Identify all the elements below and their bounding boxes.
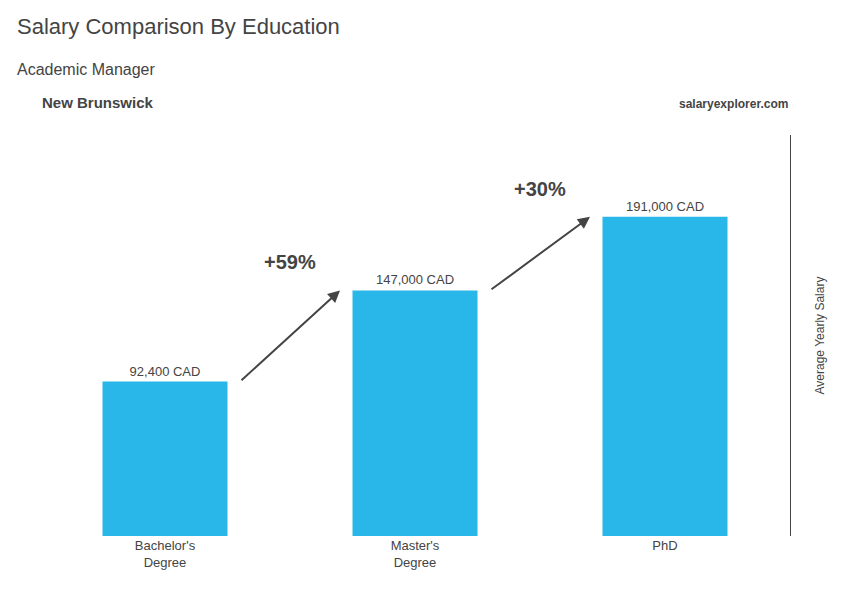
svg-text:+30%: +30% (514, 178, 566, 200)
svg-text:Average Yearly Salary: Average Yearly Salary (813, 277, 827, 395)
svg-text:Bachelor'sDegree: Bachelor'sDegree (135, 538, 196, 570)
svg-text:147,000 CAD: 147,000 CAD (376, 272, 454, 287)
svg-text:+59%: +59% (264, 251, 316, 273)
svg-text:191,000 CAD: 191,000 CAD (626, 199, 704, 214)
svg-text:New Brunswick: New Brunswick (42, 94, 154, 111)
svg-text:PhD: PhD (652, 538, 677, 553)
svg-text:92,400 CAD: 92,400 CAD (130, 364, 201, 379)
svg-text:Academic Manager: Academic Manager (17, 61, 156, 78)
svg-text:salaryexplorer.com: salaryexplorer.com (679, 97, 788, 111)
svg-text:Salary Comparison By Education: Salary Comparison By Education (17, 14, 340, 39)
svg-text:Master'sDegree: Master'sDegree (391, 538, 440, 570)
